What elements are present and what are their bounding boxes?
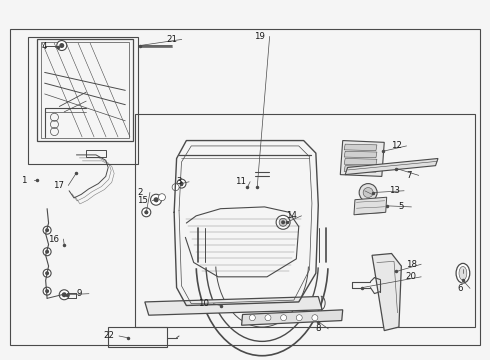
Text: 1: 1	[22, 176, 27, 185]
Circle shape	[153, 197, 159, 202]
Polygon shape	[344, 158, 377, 165]
Circle shape	[62, 292, 67, 297]
Text: 16: 16	[48, 235, 59, 244]
Polygon shape	[344, 144, 377, 150]
Text: 20: 20	[406, 272, 416, 281]
Circle shape	[57, 41, 67, 50]
Circle shape	[45, 250, 49, 254]
Polygon shape	[340, 140, 384, 176]
Circle shape	[312, 315, 318, 321]
Text: 19: 19	[254, 32, 265, 41]
Ellipse shape	[459, 266, 467, 280]
Text: 10: 10	[198, 299, 209, 308]
Bar	[135, 114, 475, 327]
Polygon shape	[354, 197, 387, 215]
Circle shape	[43, 287, 51, 295]
Circle shape	[45, 228, 49, 232]
Text: 3: 3	[176, 177, 182, 186]
Text: 14: 14	[286, 211, 297, 220]
Circle shape	[59, 290, 69, 300]
Text: 18: 18	[406, 260, 416, 269]
Circle shape	[363, 188, 373, 198]
Polygon shape	[242, 310, 343, 325]
Circle shape	[145, 210, 148, 214]
Bar	[108, 327, 167, 347]
Bar	[27, 37, 138, 164]
Circle shape	[249, 315, 255, 321]
Polygon shape	[345, 158, 438, 175]
Text: 8: 8	[316, 324, 321, 333]
Circle shape	[359, 184, 377, 202]
Text: 5: 5	[398, 202, 404, 211]
Text: 21: 21	[166, 35, 177, 44]
Text: 12: 12	[391, 141, 402, 150]
Circle shape	[279, 218, 287, 226]
Text: 17: 17	[53, 181, 64, 190]
Circle shape	[281, 220, 285, 224]
Ellipse shape	[456, 264, 470, 283]
Polygon shape	[344, 151, 377, 158]
Circle shape	[172, 184, 179, 191]
Bar	[10, 30, 480, 345]
Circle shape	[43, 226, 51, 234]
Circle shape	[45, 271, 49, 275]
Circle shape	[177, 179, 186, 188]
Circle shape	[59, 43, 64, 48]
Circle shape	[276, 215, 290, 229]
Circle shape	[43, 269, 51, 277]
Circle shape	[179, 181, 183, 185]
Circle shape	[43, 248, 51, 256]
Text: 2: 2	[137, 188, 143, 197]
Text: 22: 22	[104, 332, 115, 341]
Polygon shape	[372, 253, 401, 330]
Text: 15: 15	[137, 196, 148, 205]
Polygon shape	[344, 166, 377, 172]
Text: 4: 4	[42, 42, 48, 51]
Circle shape	[142, 208, 151, 217]
Text: 6: 6	[457, 284, 463, 293]
Circle shape	[158, 194, 166, 201]
Circle shape	[150, 194, 162, 205]
Circle shape	[281, 315, 287, 321]
Text: 9: 9	[76, 289, 81, 298]
Circle shape	[296, 315, 302, 321]
Circle shape	[265, 315, 271, 321]
Text: 11: 11	[235, 177, 245, 186]
Polygon shape	[145, 297, 322, 315]
Circle shape	[45, 289, 49, 293]
Text: 13: 13	[389, 186, 399, 195]
Text: 7: 7	[406, 171, 412, 180]
